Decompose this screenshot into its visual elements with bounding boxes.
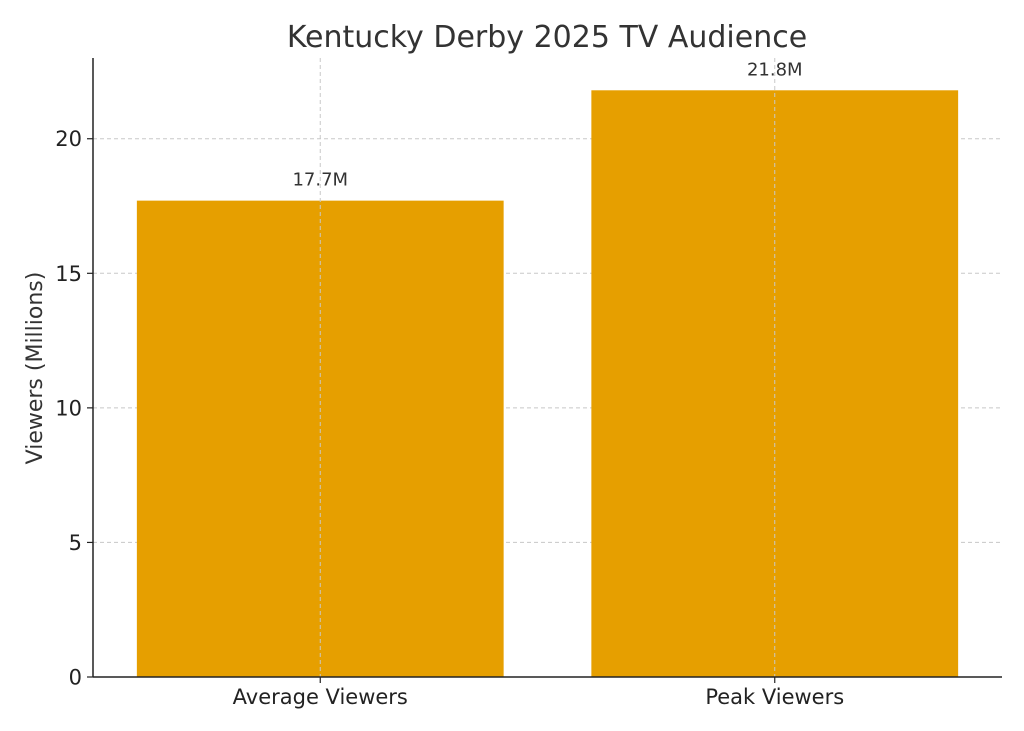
y-tick-label: 15 (55, 262, 82, 286)
chart-title: Kentucky Derby 2025 TV Audience (287, 20, 807, 55)
y-tick-label: 5 (69, 531, 82, 555)
bar-value-label: 17.7M (292, 170, 348, 191)
y-tick-label: 0 (69, 666, 82, 690)
axes (92, 58, 1002, 678)
x-categories: Average Viewers Peak Viewers (233, 677, 844, 709)
y-tick-label: 20 (55, 127, 82, 151)
y-axis-label: Viewers (Millions) (23, 272, 48, 465)
bars (136, 90, 959, 677)
bar-value-label: 21.8M (747, 59, 803, 80)
vertical-grid (319, 58, 776, 677)
data-labels: 17.7M 21.8M (292, 59, 802, 190)
y-tick-label: 10 (55, 396, 82, 420)
x-category-label: Average Viewers (233, 685, 408, 709)
x-category-label: Peak Viewers (705, 685, 844, 709)
y-ticks: 0 5 10 15 20 (55, 127, 93, 690)
